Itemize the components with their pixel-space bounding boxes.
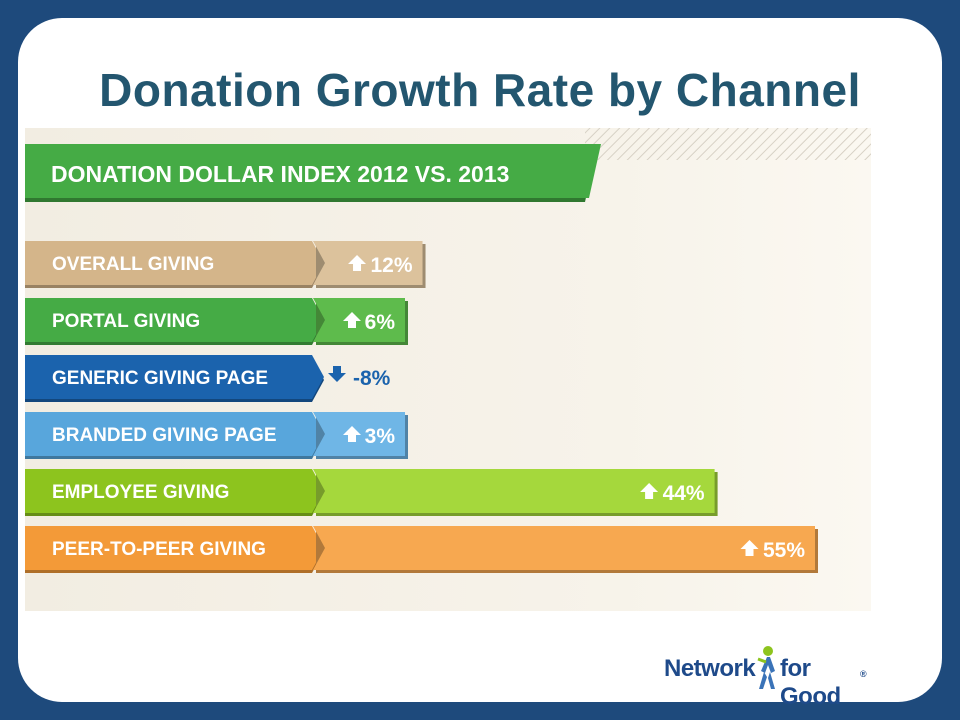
bar-row: EMPLOYEE GIVING 44% [25,469,718,516]
up-arrow-icon [348,255,367,271]
value-label: 12% [370,254,412,277]
value-label: 3% [365,425,396,448]
value-label: 6% [365,311,396,334]
up-arrow-icon [640,483,659,499]
bar-row: GENERIC GIVING PAGE -8% [25,355,391,402]
value-label: -8% [353,367,391,390]
up-arrow-icon [343,426,361,442]
category-label-box [25,412,324,456]
logo-text-network: Network [664,655,756,682]
category-label: PEER-TO-PEER GIVING [52,539,266,560]
value-label: 44% [663,482,705,505]
chart-title-banner [25,144,601,198]
category-label: GENERIC GIVING PAGE [52,368,268,389]
person-figure-icon [757,646,775,689]
logo-text-for-good: for Good [780,655,841,710]
logo-registered-mark: ® [860,669,867,679]
bar [313,241,423,285]
bar [313,469,715,513]
category-label-box [25,469,324,513]
value-label: 55% [763,539,805,562]
up-arrow-icon [343,312,361,328]
bar [313,526,815,570]
category-label: OVERALL GIVING [52,254,214,275]
category-label-box [25,298,324,342]
network-for-good-logo: Network for Good ® [660,645,870,710]
bar-row: PEER-TO-PEER GIVING 55% [25,526,818,573]
category-label: EMPLOYEE GIVING [52,482,229,503]
category-label-box [25,355,324,399]
chart-svg: DONATION DOLLAR INDEX 2012 VS. 2013 OVER… [25,128,871,573]
category-label: PORTAL GIVING [52,311,200,332]
hatch-decoration [585,128,871,160]
bar-row: PORTAL GIVING 6% [25,298,408,345]
bar-row: OVERALL GIVING 12% [25,241,426,288]
slide-title: Donation Growth Rate by Channel [99,64,861,116]
chart-panel: DONATION DOLLAR INDEX 2012 VS. 2013 OVER… [25,128,871,611]
down-arrow-icon [328,366,346,382]
chart-title: DONATION DOLLAR INDEX 2012 VS. 2013 [51,161,509,187]
category-label: BRANDED GIVING PAGE [52,425,277,446]
bar-row: BRANDED GIVING PAGE 3% [25,412,408,459]
category-label-box [25,526,324,570]
category-label-box [25,241,324,285]
up-arrow-icon [740,540,759,556]
